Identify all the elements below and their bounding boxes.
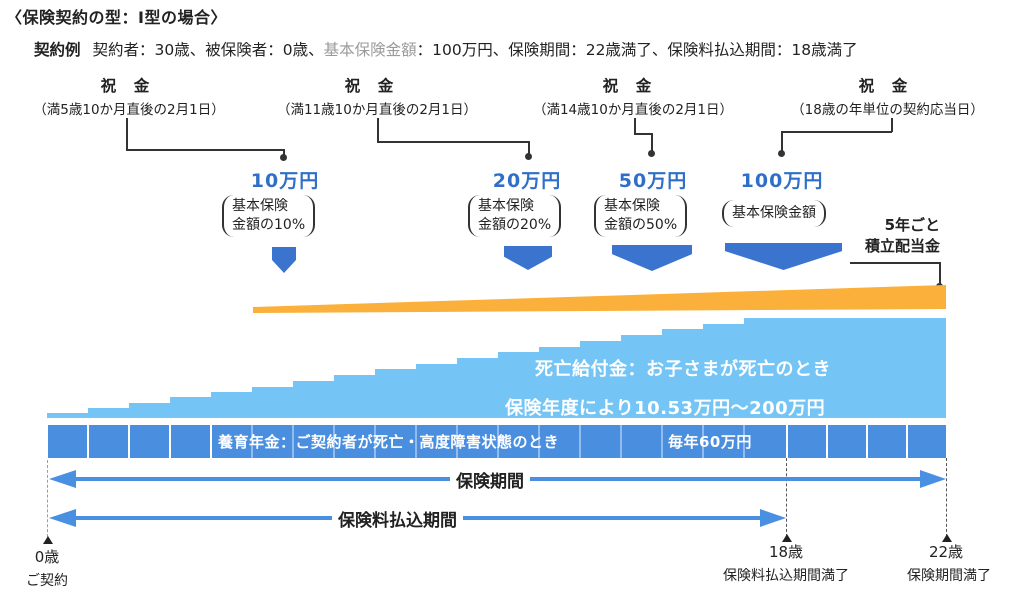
connector (781, 131, 783, 151)
death-benefit-line-1: 死亡給付金：お子さまが死亡のとき (535, 359, 831, 380)
celebration-4-note: 基本保険金額 (722, 200, 826, 227)
celebration-2-timing: （満11歳10か月直後の2月1日） (276, 102, 478, 118)
grid-separator (47, 422, 946, 424)
celebration-1-timing: （満5歳10か月直後の2月1日） (33, 102, 225, 118)
celebration-1-amount: 10万円 (250, 170, 320, 192)
age-22-label: 22歳 (928, 543, 964, 561)
year-cell (48, 425, 87, 458)
connector (528, 141, 530, 155)
celebration-4-heading: 祝 金 (858, 77, 914, 95)
year-cell (868, 425, 906, 458)
year-cell (788, 425, 826, 458)
celebration-1-note: 基本保険 金額の10% (222, 195, 316, 237)
example-text-2: ：100万円、保険期間：22歳満了、保険料払込期間：18歳満了 (416, 41, 858, 59)
age-0-triangle-icon (43, 536, 53, 544)
age-18-sublabel: 保険料払込期間満了 (723, 568, 849, 584)
age-18-marker-line (786, 458, 787, 542)
year-cell (130, 425, 169, 458)
note-line: 基本保険金額 (732, 205, 816, 221)
celebration-3-note: 基本保険 金額の50% (594, 195, 688, 237)
celebration-4-amount: 100万円 (740, 170, 824, 192)
connector (283, 149, 285, 157)
connector (126, 149, 284, 151)
example-text-faded: 基本保険金額 (323, 41, 417, 59)
celebration-1-heading: 祝 金 (100, 77, 156, 95)
age-22-triangle-icon (942, 534, 952, 542)
age-0-sublabel: ご契約 (26, 573, 68, 589)
example-label: 契約例 (34, 41, 81, 59)
connector-dot (280, 154, 287, 161)
diagram-title: 〈保険契約の型：Ⅰ型の場合〉 (6, 8, 227, 27)
contract-example: 契約例 契約者：30歳、被保険者：0歳、基本保険金額：100万円、保険期間：22歳… (34, 38, 858, 60)
premium-period-label: 保険料払込期間 (332, 506, 463, 531)
note-line: 基本保険 (232, 198, 288, 214)
celebration-4-timing: （18歳の年単位の契約応当日） (791, 102, 984, 118)
age-18-triangle-icon (782, 534, 792, 542)
note-line: 金額の10% (232, 217, 306, 233)
age-0-label: 0歳 (34, 548, 60, 566)
connector-dot (648, 150, 655, 157)
dividend-line-2: 積立配当金 (864, 237, 940, 255)
connector-dot (778, 150, 785, 157)
year-cell (908, 425, 946, 458)
connector (939, 262, 941, 285)
celebration-2-note: 基本保険 金額の20% (468, 195, 562, 237)
age-22-sublabel: 保険期間満了 (907, 568, 991, 584)
connector (377, 118, 379, 142)
insurance-period-label: 保険期間 (450, 467, 530, 492)
connector (781, 131, 892, 133)
connector (634, 118, 636, 134)
dividend-line-1: 5年ごと (884, 216, 940, 234)
annuity-text: 養育年金：ご契約者が死亡・高度障害状態のとき (218, 433, 560, 451)
connector (634, 133, 652, 135)
celebration-3-heading: 祝 金 (602, 77, 658, 95)
note-line: 金額の50% (604, 217, 678, 233)
celebration-2-heading: 祝 金 (344, 77, 400, 95)
age-18-label: 18歳 (768, 543, 804, 561)
annuity-amount: 毎年60万円 (668, 433, 752, 451)
connector (126, 118, 128, 150)
age-22-marker-line (946, 458, 947, 542)
note-line: 基本保険 (478, 198, 534, 214)
connector (377, 141, 529, 143)
connector (891, 118, 893, 132)
celebration-3-amount: 50万円 (618, 170, 688, 192)
celebration-2-amount: 20万円 (492, 170, 562, 192)
dividend-label: 5年ごと 積立配当金 (840, 215, 940, 257)
year-cell (171, 425, 210, 458)
year-cell (89, 425, 128, 458)
connector (850, 262, 940, 264)
year-cell-span (212, 425, 786, 458)
example-text-1: 契約者：30歳、被保険者：0歳、 (92, 41, 324, 59)
death-benefit-line-2: 保険年度により10.53万円～200万円 (505, 398, 826, 419)
connector-dot (525, 153, 532, 160)
connector (651, 133, 653, 151)
age-0-marker-line (47, 460, 48, 542)
year-cell (828, 425, 866, 458)
celebration-3-timing: （満14歳10か月直後の2月1日） (532, 102, 734, 118)
note-line: 基本保険 (604, 198, 660, 214)
note-line: 金額の20% (478, 217, 552, 233)
